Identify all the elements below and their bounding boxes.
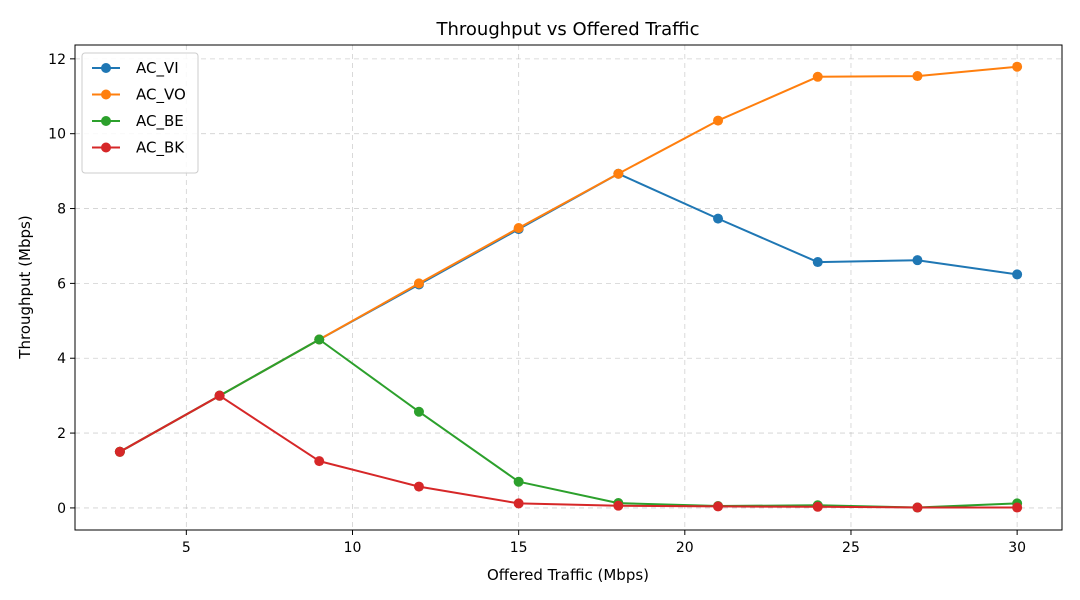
legend-label: AC_BK — [136, 139, 185, 158]
axis-ticks: 5 10 15 20 25 30 0 2 4 6 8 10 12 — [48, 52, 1026, 556]
data-point-ac-vi — [713, 213, 724, 224]
y-tick-label: 6 — [57, 276, 66, 292]
data-point-ac-bk — [812, 501, 823, 512]
x-tick-label: 5 — [182, 540, 191, 556]
legend-label: AC_VO — [136, 86, 186, 105]
y-tick-label: 8 — [57, 202, 66, 218]
series-line-ac-bk — [119, 394, 1018, 509]
legend: AC_VI AC_VO AC_BE AC_BK — [81, 52, 199, 174]
data-point-ac-be — [314, 334, 325, 345]
data-point-ac-bk — [513, 498, 524, 509]
legend-box — [81, 52, 199, 174]
series-group — [114, 61, 1023, 513]
data-point-ac-vi — [812, 257, 823, 268]
data-point-ac-bk — [613, 500, 624, 511]
legend-marker — [101, 116, 111, 126]
data-point-ac-bk — [114, 446, 125, 457]
x-tick-label: 25 — [842, 540, 860, 556]
data-point-ac-vo — [513, 222, 524, 233]
x-tick-label: 30 — [1008, 540, 1026, 556]
x-tick-label: 10 — [344, 540, 362, 556]
series-ac-bk — [114, 390, 1023, 513]
x-tick-label: 15 — [510, 540, 528, 556]
data-point-ac-vo — [812, 71, 823, 82]
data-point-ac-bk — [912, 502, 923, 513]
y-tick-label: 0 — [57, 501, 66, 517]
legend-marker — [101, 142, 111, 153]
data-point-ac-bk — [214, 390, 225, 401]
data-point-ac-vo — [613, 168, 624, 179]
data-point-ac-be — [513, 476, 524, 487]
legend-label: AC_BE — [136, 112, 184, 131]
data-point-ac-vi — [912, 255, 923, 266]
data-point-ac-bk — [413, 481, 424, 492]
legend-marker — [101, 63, 111, 73]
y-tick-label: 12 — [48, 52, 66, 68]
data-point-ac-bk — [713, 501, 724, 512]
chart-title: Throughput vs Offered Traffic — [436, 19, 700, 40]
y-tick-label: 10 — [48, 127, 66, 143]
data-point-ac-bk — [1012, 502, 1023, 513]
data-point-ac-vo — [912, 71, 923, 82]
y-axis-label: Throughput (Mbps) — [16, 215, 34, 359]
data-point-ac-vo — [413, 278, 424, 289]
y-tick-label: 2 — [57, 426, 66, 442]
x-tick-label: 20 — [676, 540, 694, 556]
x-axis-label: Offered Traffic (Mbps) — [487, 566, 649, 584]
plot-frame — [74, 44, 1063, 531]
data-point-ac-vo — [713, 115, 724, 126]
data-point-ac-bk — [314, 456, 325, 467]
legend-label: AC_VI — [136, 59, 179, 78]
y-tick-label: 4 — [57, 351, 66, 367]
data-point-ac-be — [413, 406, 424, 417]
data-point-ac-vo — [1012, 61, 1023, 72]
legend-marker — [101, 89, 111, 100]
data-point-ac-vi — [1012, 269, 1023, 280]
grid — [75, 45, 1062, 530]
